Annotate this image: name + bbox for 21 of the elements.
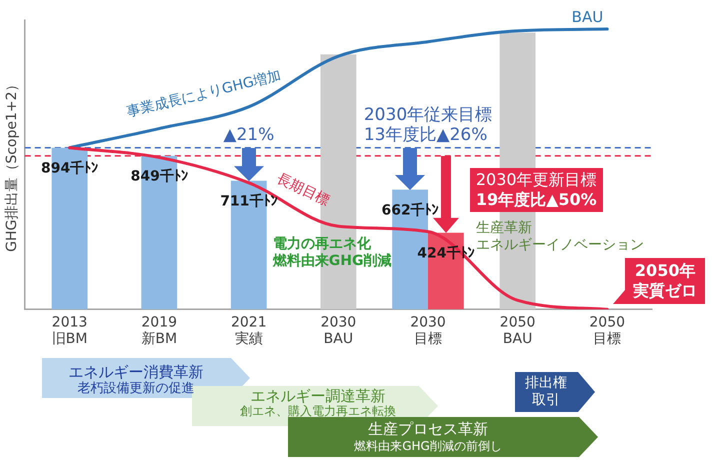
x-tick-label: 2050 BAU — [500, 314, 536, 348]
text: 生産プロセス革新燃料由来GHG削減の前倒し — [354, 420, 502, 454]
annotation: 生産革新エネルギーイノベーション — [476, 220, 644, 254]
label-box: 2030年更新目標 19年度比▲50% — [470, 168, 603, 212]
text: エネルギー消費革新老朽設備更新の促進 — [68, 363, 204, 397]
series-label: BAU — [572, 8, 604, 26]
x-tick-label: 2019 新BM — [141, 314, 178, 348]
x-tick-label: 2050 目標 — [589, 314, 626, 348]
x-tick-label: 2030 目標 — [410, 314, 446, 348]
x-tick-label: 2013 旧BM — [52, 314, 88, 348]
annotation: ▲21% — [223, 124, 274, 145]
annotation: 2030年更新目標 19年度比▲50% — [476, 170, 597, 210]
annotation: 2030年従来目標 13年度比▲26% — [364, 104, 492, 145]
y-axis-title: GHG排出量（Scope1+2） — [4, 77, 20, 252]
x-tick-label: 2030 BAU — [320, 314, 356, 348]
annotation: 電力の再エネ化燃料由来GHG削減 — [272, 236, 392, 270]
text: エネルギー調達革新創エネ、購入電力再エネ転換 — [240, 387, 396, 418]
x-tick-label: 2021 実績 — [230, 314, 267, 348]
text: 排出権取引 — [525, 375, 567, 409]
annotation: 事業成長によりGHG増加 — [125, 67, 283, 120]
annotation: 2050年実質ゼロ — [632, 261, 698, 302]
